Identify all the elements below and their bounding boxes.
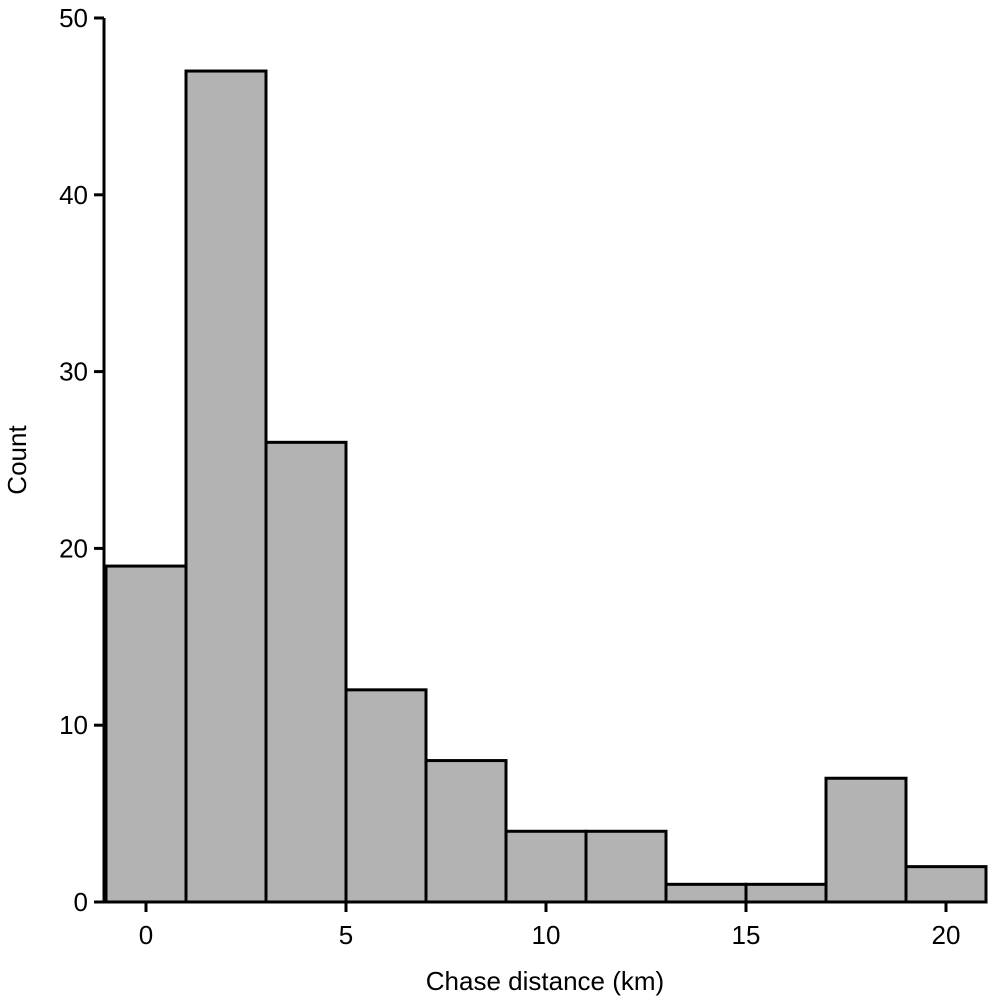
bar <box>344 688 428 904</box>
y-tick-label: 0 <box>74 887 88 917</box>
bar <box>904 865 988 904</box>
x-tick-label: 15 <box>732 920 761 950</box>
y-tick-label: 40 <box>59 180 88 210</box>
bar <box>424 759 508 904</box>
x-axis-label: Chase distance (km) <box>426 966 664 996</box>
x-tick-label: 10 <box>532 920 561 950</box>
bar <box>104 564 188 904</box>
y-tick-label: 20 <box>59 533 88 563</box>
bar <box>264 440 348 904</box>
y-tick-label: 50 <box>59 3 88 33</box>
x-tick-label: 20 <box>932 920 961 950</box>
y-axis-label: Count <box>2 425 32 495</box>
x-tick-label: 5 <box>339 920 353 950</box>
bar <box>184 69 268 904</box>
bar <box>504 829 588 904</box>
y-tick-label: 10 <box>59 710 88 740</box>
bar <box>664 882 748 904</box>
y-tick-label: 30 <box>59 357 88 387</box>
bar <box>824 776 908 904</box>
x-tick-label: 0 <box>139 920 153 950</box>
bar <box>584 829 668 904</box>
bar <box>744 882 828 904</box>
